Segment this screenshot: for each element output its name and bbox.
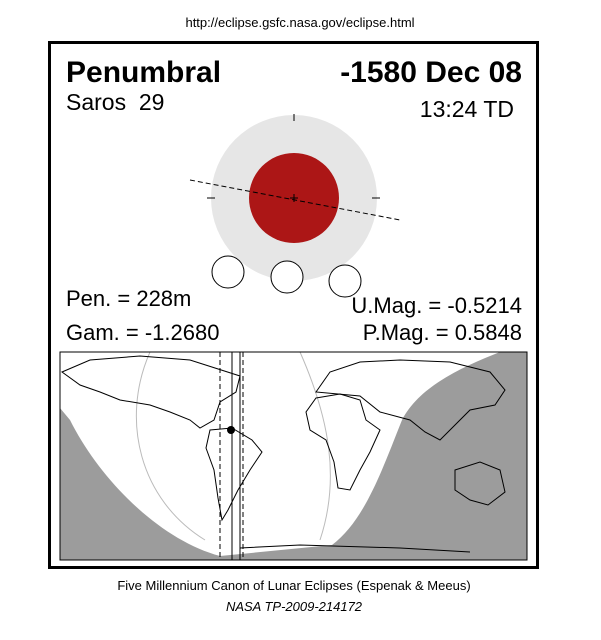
penumbral-magnitude: P.Mag. = 0.5848 — [363, 320, 522, 345]
world-map — [59, 351, 528, 561]
publication: NASA TP-2009-214172 — [226, 599, 363, 614]
canon-caption: Five Millennium Canon of Lunar Eclipses … — [117, 578, 470, 593]
pen-duration: Pen. = 228m — [66, 286, 191, 311]
eclipse-type: Penumbral — [66, 56, 221, 89]
moon-path — [189, 179, 401, 221]
url: http://eclipse.gsfc.nasa.gov/eclipse.htm… — [185, 15, 414, 30]
saros: Saros 29 — [66, 89, 164, 115]
time: 13:24 TD — [420, 96, 514, 122]
umbral-magnitude: U.Mag. = -0.5214 — [351, 293, 522, 318]
eclipse-date: -1580 Dec 08 — [340, 56, 522, 89]
moon-positions — [211, 255, 362, 298]
gamma: Gam. = -1.2680 — [66, 320, 219, 345]
